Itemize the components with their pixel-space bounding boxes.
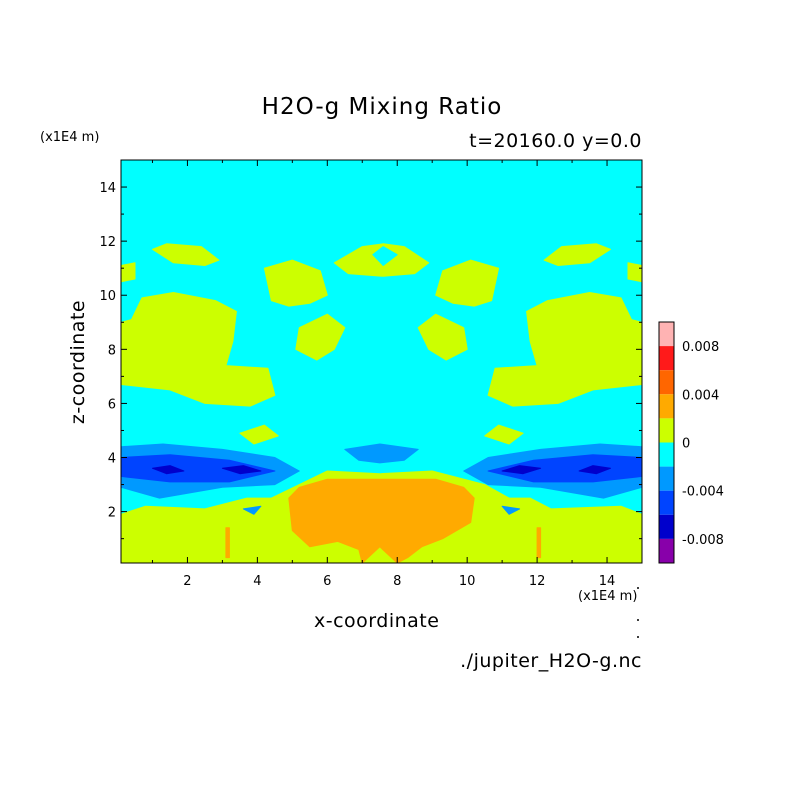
colorbar-swatch [659,466,674,491]
contour-region-0-12 [239,424,279,445]
x-tick-label: 14 [599,574,616,589]
contour-region-0-11 [417,313,468,361]
contour-regions [120,243,643,564]
x-tick-label: 10 [459,574,476,589]
contour-region-0-5 [152,243,220,266]
y-tick-label: 4 [108,452,116,467]
x-axis-scale-label: (x1E4 m) [578,589,638,604]
colorbar-tick-label: -0.004 [682,485,724,500]
contour-region-2-4 [501,505,521,515]
contour-region-4-2 [578,465,611,475]
y-axis-label: z-coordinate [67,299,89,425]
colorbar-swatch [659,370,674,395]
y-tick-label: 14 [99,181,116,196]
colorbar-swatch [659,442,674,467]
source-filename: ./jupiter_H2O-g.nc [460,650,642,672]
colorbar-swatch [659,322,674,347]
plot-frame [120,159,643,564]
contour-region-5-0 [288,478,475,564]
contour-region-0-13 [484,424,524,445]
y-tick-label: 8 [108,343,116,358]
contour-region-0-7 [263,259,328,307]
contour-region-0-2 [487,292,643,407]
colorbar-swatch [659,490,674,515]
x-axis: 2 4 6 8 10 12 14 [151,160,643,589]
contour-region-0-8 [435,259,500,307]
x-tick-label: 8 [393,574,401,589]
y-tick-label: 10 [99,289,116,304]
y-tick-label: 6 [108,397,116,412]
contour-region-3-0 [120,454,276,483]
colorbar: 0.008 0.004 0 -0.004 -0.008 [658,321,724,564]
y-axis-scale-label: (x1E4 m) [40,130,100,145]
colorbar-swatch [659,346,674,371]
chart-subtitle: t=20160.0 y=0.0 [469,130,642,152]
contour-region-5-2 [536,527,542,559]
colorbar-tick-label: 0.004 [682,388,719,403]
y-tick-label: 12 [99,235,116,250]
contour-region-2-3 [242,505,262,515]
contour-region-0-4 [627,262,643,283]
y-axis: 2 4 6 8 10 12 14 [99,159,642,540]
x-tick-label: 6 [323,574,331,589]
x-tick-label: 12 [529,574,546,589]
colorbar-tick-label: -0.008 [682,533,724,548]
colorbar-swatch [659,418,674,443]
contour-region-4-3 [501,465,542,475]
chart-title: H2O-g Mixing Ratio [261,94,503,120]
colorbar-swatch [659,538,674,563]
contour-region-4-1 [221,465,262,475]
contour-region-3-1 [487,454,643,483]
colorbar-tick-label: 0.008 [682,340,719,355]
contour-region-5-1 [225,527,230,559]
contour-region-0-6 [543,243,611,266]
margin-markers [637,587,639,638]
contour-region-0-10 [295,313,346,361]
colorbar-tick-label: 0 [682,437,690,452]
x-axis-label: x-coordinate [314,610,440,632]
colorbar-frame [658,321,675,564]
colorbar-swatch [659,514,674,539]
contour-region-4-0 [152,465,185,475]
contour-region-2-2 [344,443,419,464]
x-tick-label: 2 [183,574,191,589]
contour-region-0-1 [120,292,276,407]
y-tick-label: 2 [108,506,116,521]
x-tick-label: 4 [253,574,261,589]
colorbar-swatch [659,394,674,419]
contour-region-0-3 [120,262,136,283]
contour-region-1-0 [372,246,398,266]
